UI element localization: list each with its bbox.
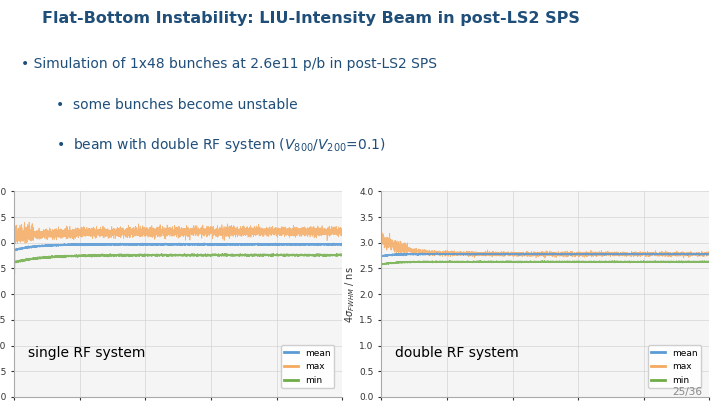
- Text: 25/36: 25/36: [672, 387, 702, 397]
- Legend: mean, max, min: mean, max, min: [648, 345, 701, 388]
- Text: •  beam with double RF system ($V_{800}/V_{200}$=0.1): • beam with double RF system ($V_{800}/V…: [56, 136, 386, 153]
- Y-axis label: $4\sigma_{FWHM}$ / ns: $4\sigma_{FWHM}$ / ns: [343, 266, 356, 322]
- Text: Flat-Bottom Instability: LIU-Intensity Beam in post-LS2 SPS: Flat-Bottom Instability: LIU-Intensity B…: [42, 11, 580, 26]
- Text: •  some bunches become unstable: • some bunches become unstable: [56, 98, 297, 112]
- Text: double RF system: double RF system: [395, 346, 518, 360]
- Legend: mean, max, min: mean, max, min: [281, 345, 334, 388]
- Text: single RF system: single RF system: [27, 346, 145, 360]
- Text: • Simulation of 1x48 bunches at 2.6e11 p/b in post-LS2 SPS: • Simulation of 1x48 bunches at 2.6e11 p…: [22, 57, 437, 70]
